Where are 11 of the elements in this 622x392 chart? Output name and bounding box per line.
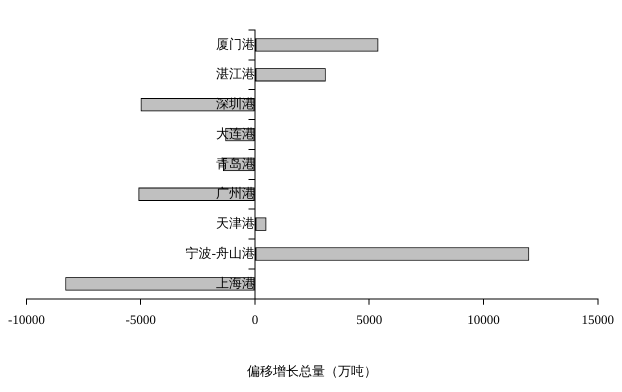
x-tick-label: 0 bbox=[252, 312, 258, 328]
x-axis-title: 偏移增长总量（万吨） bbox=[247, 364, 378, 379]
y-tick-label: 湛江港 bbox=[216, 66, 255, 82]
x-tick-label: 5000 bbox=[356, 312, 382, 328]
x-tick-label: 15000 bbox=[582, 312, 614, 328]
y-tick-label: 天津港 bbox=[216, 216, 255, 231]
y-tick-label: 宁波-舟山港 bbox=[186, 245, 255, 260]
x-tick-label: 10000 bbox=[467, 312, 500, 328]
y-tick-label: 厦门港 bbox=[216, 36, 255, 52]
x-tick-label: -10000 bbox=[8, 312, 45, 328]
x-tick-label: -5000 bbox=[126, 312, 156, 328]
